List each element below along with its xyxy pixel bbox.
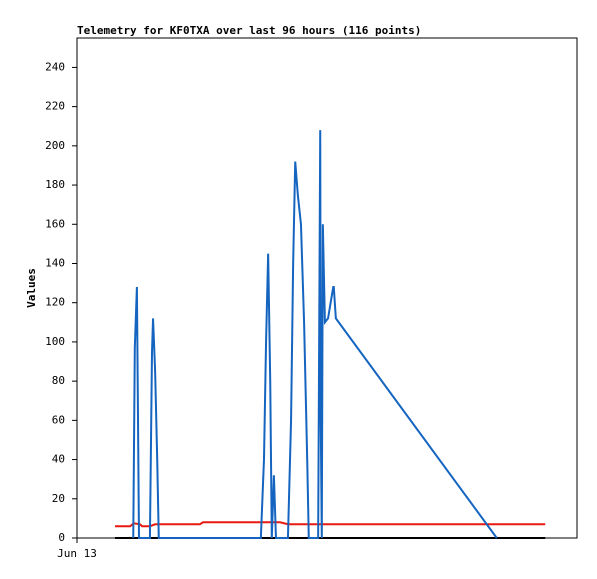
chart-title: Telemetry for KF0TXA over last 96 hours … (77, 24, 421, 37)
y-axis-label: Values (25, 268, 38, 308)
x-tick-label: Jun 13 (57, 547, 97, 560)
plot-frame (76, 37, 578, 539)
y-tick-label: 200 (45, 139, 65, 152)
y-tick-label: 60 (52, 413, 65, 426)
y-tick-label: 140 (45, 256, 65, 269)
y-tick-label: 20 (52, 492, 65, 505)
y-tick-label: 240 (45, 60, 65, 73)
y-tick-label: 80 (52, 374, 65, 387)
y-tick-label: 100 (45, 335, 65, 348)
y-tick-label: 220 (45, 100, 65, 113)
y-tick-label: 120 (45, 296, 65, 309)
y-tick-label: 180 (45, 178, 65, 191)
y-tick-label: 40 (52, 453, 65, 466)
series-line (132, 130, 498, 539)
series-line (115, 521, 546, 528)
y-tick-label: 160 (45, 217, 65, 230)
y-tick-label: 0 (58, 531, 65, 544)
